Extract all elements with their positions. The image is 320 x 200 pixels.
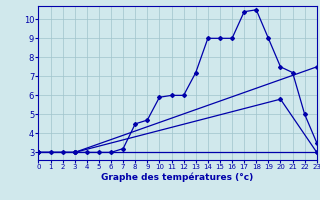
X-axis label: Graphe des températures (°c): Graphe des températures (°c) (101, 173, 254, 182)
